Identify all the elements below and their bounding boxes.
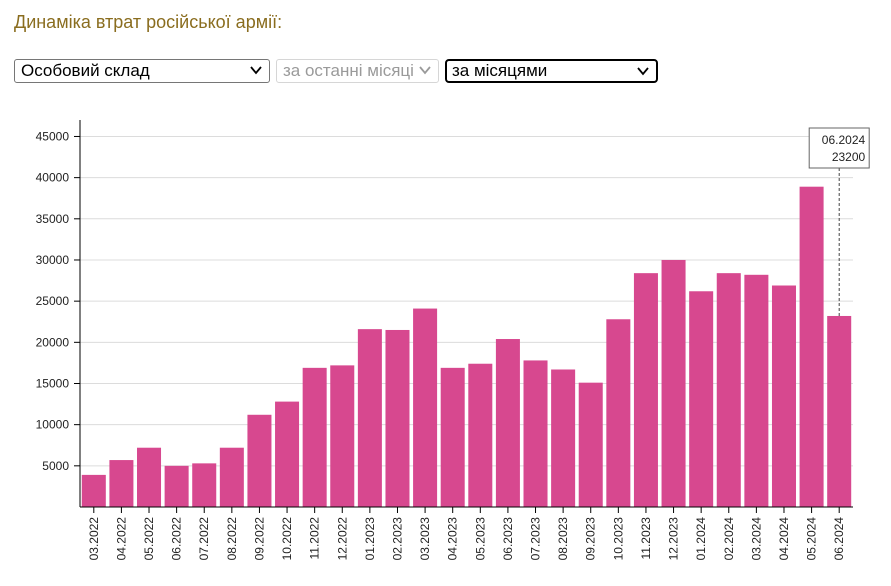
tooltip-value: 23200 — [832, 150, 866, 164]
bar[interactable] — [551, 369, 576, 507]
x-tick-label: 07.2023 — [529, 517, 543, 561]
tooltip: 06.2024 23200 — [808, 127, 870, 316]
bar[interactable] — [192, 463, 217, 507]
x-tick-label: 04.2024 — [777, 517, 791, 561]
x-tick-label: 05.2023 — [473, 517, 487, 561]
bar[interactable] — [633, 273, 658, 507]
bar[interactable] — [799, 186, 824, 507]
range-select[interactable]: за останні місяці — [276, 59, 439, 83]
bar[interactable] — [385, 329, 410, 507]
bar[interactable] — [716, 273, 741, 507]
bar[interactable] — [81, 474, 106, 507]
bar[interactable] — [661, 259, 686, 507]
x-tick-label: 03.2022 — [87, 517, 101, 561]
bar[interactable] — [495, 339, 520, 507]
category-select-value: Особовий склад — [21, 61, 150, 80]
chevron-down-icon — [637, 67, 649, 76]
chevron-down-icon — [250, 66, 262, 75]
losses-bar-chart: 5000 10000 15000 20000 25000 30000 35000 40000 4… — [36, 120, 870, 560]
bar[interactable] — [771, 285, 796, 507]
bars — [81, 186, 852, 507]
x-tick-label: 08.2023 — [556, 517, 570, 561]
bar[interactable] — [302, 367, 327, 507]
grouping-select[interactable]: за місяцями — [445, 59, 658, 83]
y-tick-label: 10000 — [36, 418, 70, 432]
bar[interactable] — [137, 447, 162, 507]
y-tick-label: 40000 — [36, 171, 70, 185]
x-tick-label: 06.2023 — [501, 517, 515, 561]
y-tick-label: 35000 — [36, 212, 70, 226]
y-tick-label: 15000 — [36, 376, 70, 390]
bar[interactable] — [440, 367, 465, 507]
x-tick-label: 11.2022 — [308, 517, 322, 560]
chevron-down-icon — [419, 66, 431, 75]
x-tick-label: 01.2023 — [363, 517, 377, 561]
bar[interactable] — [275, 401, 300, 507]
bar[interactable] — [606, 319, 631, 507]
x-tick-label: 04.2023 — [446, 517, 460, 561]
bar[interactable] — [578, 382, 603, 507]
tooltip-box — [808, 127, 870, 169]
bar[interactable] — [164, 465, 189, 507]
y-tick-label: 20000 — [36, 335, 70, 349]
bar[interactable] — [247, 414, 272, 507]
x-tick-label: 10.2023 — [611, 517, 625, 561]
bar[interactable] — [468, 363, 493, 507]
x-tick-label: 11.2023 — [639, 517, 653, 560]
bar[interactable] — [689, 291, 714, 507]
bar[interactable] — [219, 447, 244, 507]
x-tick-label: 01.2024 — [694, 517, 708, 561]
x-tick-label: 09.2022 — [252, 517, 266, 561]
axes: 5000 10000 15000 20000 25000 30000 35000 40000 4… — [36, 120, 853, 560]
bar[interactable] — [109, 460, 134, 507]
x-tick-label: 12.2023 — [667, 517, 681, 561]
range-select-value: за останні місяці — [283, 61, 414, 80]
x-tick-label: 03.2023 — [418, 517, 432, 561]
x-tick-label: 03.2024 — [749, 517, 763, 561]
y-tick-label: 5000 — [42, 459, 69, 473]
category-select[interactable]: Особовий склад — [14, 59, 270, 83]
bar[interactable] — [744, 274, 769, 507]
bar[interactable] — [523, 360, 548, 507]
x-tick-label: 02.2023 — [390, 517, 404, 561]
x-tick-label: 10.2022 — [280, 517, 294, 561]
x-tick-label: 08.2022 — [225, 517, 239, 561]
y-tick-label: 25000 — [36, 294, 70, 308]
bar[interactable] — [827, 315, 852, 507]
x-tick-label: 06.2024 — [832, 517, 846, 561]
bar[interactable] — [330, 365, 355, 507]
x-tick-label: 05.2022 — [142, 517, 156, 561]
tooltip-category: 06.2024 — [822, 133, 866, 147]
x-tick-label: 04.2022 — [114, 517, 128, 561]
page-title: Динаміка втрат російської армії: — [14, 12, 283, 32]
bar[interactable] — [357, 329, 382, 507]
bar[interactable] — [413, 308, 438, 507]
grouping-select-value: за місяцями — [452, 61, 548, 80]
y-tick-label: 30000 — [36, 253, 70, 267]
x-tick-label: 05.2024 — [805, 517, 819, 561]
x-tick-label: 12.2022 — [335, 517, 349, 561]
x-tick-label: 07.2022 — [197, 517, 211, 561]
x-tick-label: 02.2024 — [722, 517, 736, 561]
y-tick-label: 45000 — [36, 129, 70, 143]
x-tick-label: 06.2022 — [170, 517, 184, 561]
x-tick-label: 09.2023 — [584, 517, 598, 561]
